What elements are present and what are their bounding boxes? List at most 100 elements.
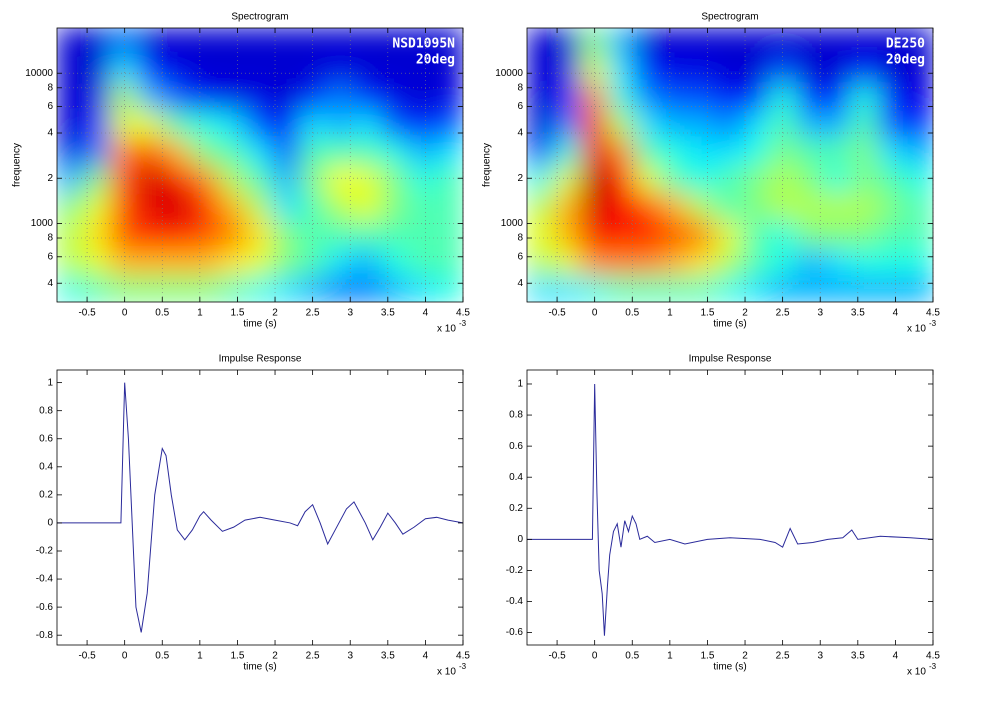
heatmap-cell [110,246,140,276]
heatmap-cell [353,28,383,57]
heatmap-cell [434,246,463,276]
plot-area [57,370,463,645]
heatmap-cell [164,109,194,139]
x-tick-label: 3 [817,308,823,319]
heatmap-cell [634,28,664,57]
heatmap-cell [299,164,329,194]
heatmap-cell [850,109,880,139]
heatmap-cell [823,54,853,84]
heatmap-cell [191,164,221,194]
heatmap-cell [434,28,463,57]
heatmap-cell [877,246,907,276]
heatmap-cell [769,81,799,112]
heatmap-cell [164,218,194,249]
x-tick-label: 1.5 [700,308,714,319]
x-tick-label: 0.5 [625,308,639,319]
heatmap-cell [380,136,410,166]
heatmap-cell [823,218,853,249]
heatmap-cell [877,164,907,194]
heatmap-cell [272,28,302,57]
heatmap-cell [688,109,718,139]
x-tick-label: 4.5 [926,651,940,662]
heatmap-cell [634,109,664,139]
y-tick-label: 8 [47,82,53,93]
x-multiplier: x 10 [907,667,926,678]
heatmap-cell [137,54,167,84]
heatmap-cell [904,191,933,221]
heatmap-cell [57,164,86,194]
heatmap-cell [407,191,437,221]
y-tick-label: 6 [47,101,53,112]
heatmap-cell [299,273,329,302]
heatmap-cell [850,136,880,166]
heatmap-cell [661,164,691,194]
heatmap-cell [796,54,826,84]
heatmap-cell [164,191,194,221]
y-tick-label: 0.6 [39,433,53,444]
heatmap-cell [742,136,772,166]
heatmap-cell [299,136,329,166]
heatmap-cell [527,246,556,276]
heatmap-cell [191,246,221,276]
heatmap-cell [796,246,826,276]
heatmap-cell [850,28,880,57]
x-tick-label: 3 [347,308,353,319]
y-tick-label: -0.8 [36,630,54,641]
heatmap-cell [715,191,745,221]
heatmap-cell [380,28,410,57]
heatmap-cell [634,246,664,276]
heatmap-cell [353,246,383,276]
y-tick-label: 6 [517,101,523,112]
heatmap-cell [380,246,410,276]
heatmap-cell [353,218,383,249]
x-tick-label: -0.5 [548,651,566,662]
heatmap-cell [850,191,880,221]
y-axis-label: frequency [482,143,493,187]
heatmap-cell [796,109,826,139]
heatmap-cell [245,273,275,302]
heatmap-cell [769,109,799,139]
heatmap-cell [850,164,880,194]
heatmap-cell [527,28,556,57]
heatmap-cell [661,191,691,221]
heatmap-cell [769,136,799,166]
x-tick-label: 1.5 [230,651,244,662]
line [57,382,463,633]
heatmap-cell [796,136,826,166]
heatmap-cell [688,246,718,276]
heatmap-cell [823,109,853,139]
heatmap-cell [527,109,556,139]
chart-title: Spectrogram [701,12,758,23]
y-tick-label: 10000 [495,68,523,79]
x-tick-label: 1 [197,308,203,319]
heatmap-cell [553,136,583,166]
x-axis-label: time (s) [243,319,276,330]
heatmap-cell [164,54,194,84]
heatmap-cell [434,136,463,166]
heatmap-cell [715,246,745,276]
y-tick-label: 4 [47,128,53,139]
heatmap-cell [326,28,356,57]
x-tick-label: 4.5 [456,651,470,662]
x-tick-label: 4.5 [926,308,940,319]
heatmap-cell [607,246,637,276]
heatmap-cell [434,54,463,84]
y-tick-label: 8 [47,233,53,244]
heatmap-cell [137,109,167,139]
axes-box [56,27,464,303]
heatmap-cell [326,54,356,84]
x-tick-label: 0.5 [155,651,169,662]
y-tick-label: -0.4 [36,574,54,585]
x-tick-label: 0 [592,308,598,319]
heatmap-cell [353,109,383,139]
heatmap-cell [218,28,248,57]
x-tick-label: 1 [667,651,673,662]
x-tick-label: -0.5 [78,308,96,319]
heatmap-cell [850,246,880,276]
x-exponent: -3 [459,319,467,328]
x-tick-label: 3 [347,651,353,662]
heatmap-cell [580,218,610,249]
y-tick-label: 0.2 [509,503,523,514]
heatmap-cell [57,273,86,302]
heatmap-cell [904,109,933,139]
